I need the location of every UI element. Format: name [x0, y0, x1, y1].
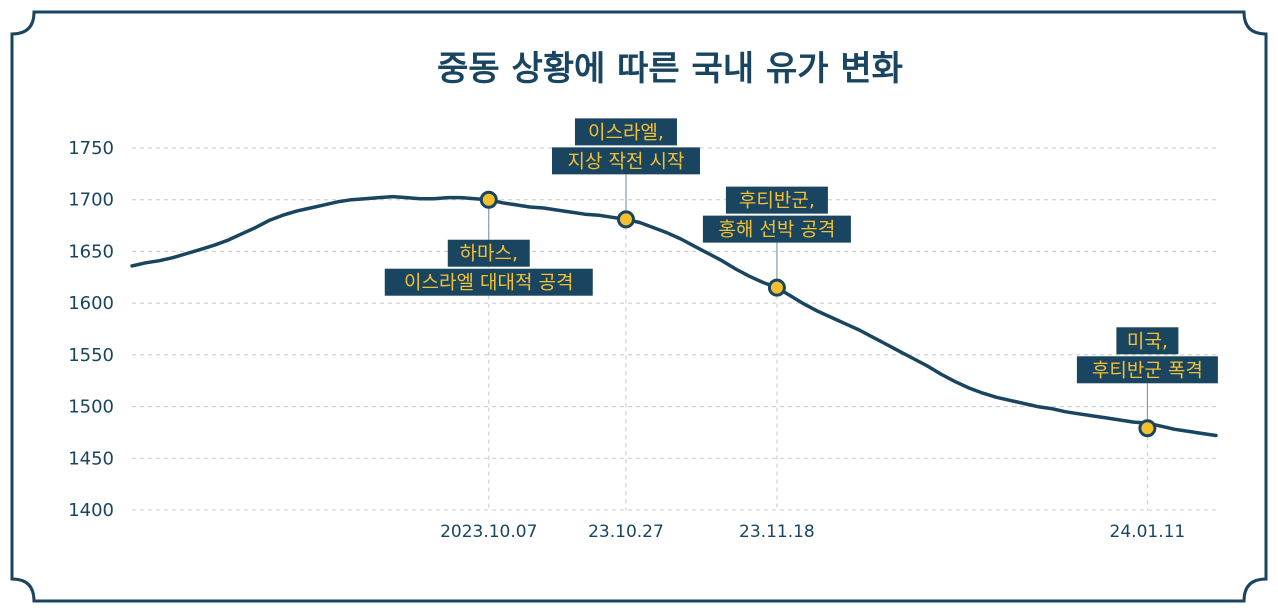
annotation-point: [479, 190, 498, 209]
x-tick-label: 24.01.11: [1110, 522, 1186, 542]
y-tick-label: 1450: [68, 448, 114, 469]
annotation-label: 미국,: [1127, 330, 1168, 352]
annotation-label: 후티반군 폭격: [1092, 359, 1203, 381]
x-tick-label: 23.10.27: [588, 522, 664, 542]
series-line-layer: [130, 194, 1218, 438]
series-line-0: [130, 194, 1218, 438]
x-tick-label: 2023.10.07: [440, 522, 537, 542]
chart-frame: [10, 10, 1268, 603]
annotation-label-bg: [574, 118, 677, 146]
x-tick-label: 23.11.18: [739, 522, 815, 542]
annotation-label-bg: [384, 268, 593, 296]
annotation-label-bg: [1076, 356, 1218, 384]
annotation-label: 이스라엘 대대적 공격: [404, 272, 573, 294]
annotation-label: 이스라엘,: [588, 121, 664, 143]
annotation-label-bg: [447, 239, 530, 267]
y-tick-label: 1600: [68, 293, 114, 314]
annotation-label-bg: [702, 215, 851, 243]
annotation-0: 하마스, 이스라엘 대대적 공격: [384, 190, 593, 510]
y-tick-label: 1650: [68, 241, 114, 262]
y-tick-label: 1400: [68, 500, 114, 521]
y-axis-ticks: 1400 1450 1500 1550 1600 1650 1700 1750: [68, 138, 114, 521]
y-tick-label: 1700: [68, 190, 114, 211]
annotation-point: [616, 210, 635, 229]
annotation-3: 미국, 후티반군 폭격: [1076, 327, 1218, 510]
y-tick-label: 1500: [68, 397, 114, 418]
annotation-point: [767, 278, 786, 297]
annotation-label: 후티반군,: [739, 190, 815, 212]
y-tick-label: 1550: [68, 345, 114, 366]
annotation-label-bg: [1116, 327, 1179, 355]
annotation-2: 후티반군, 홍해 선박 공격: [702, 186, 851, 510]
x-axis-ticks: 2023.10.07 23.10.27 23.11.18 24.01.11: [440, 522, 1185, 542]
annotation-1: 이스라엘, 지상 작전 시작: [551, 118, 700, 510]
chart-title: 중동 상황에 따른 국내 유가 변화: [437, 49, 903, 89]
annotation-label: 지상 작전 시작: [567, 150, 684, 172]
y-tick-label: 1750: [68, 138, 114, 159]
annotation-point: [1138, 419, 1157, 438]
annotation-label: 하마스,: [460, 243, 518, 265]
annotation-label-bg: [725, 186, 828, 214]
annotation-label: 홍해 선박 공격: [718, 219, 835, 241]
annotation-label-bg: [551, 147, 700, 175]
